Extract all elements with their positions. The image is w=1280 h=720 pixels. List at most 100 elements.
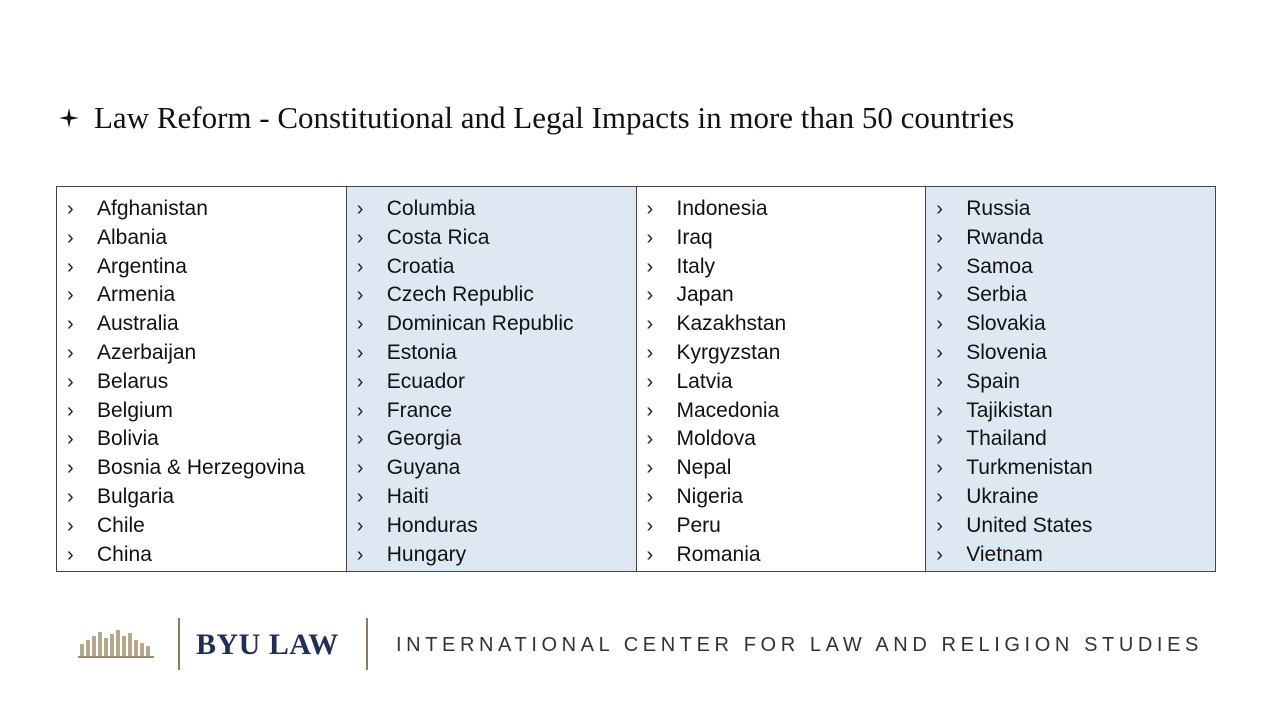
list-item: › Latvia [647, 368, 926, 397]
slide-title-text: Law Reform - Constitutional and Legal Im… [94, 100, 1015, 135]
country-name: Belarus [97, 369, 169, 393]
country-name: Ecuador [386, 369, 465, 393]
byu-law-logo: BYU LAW [196, 628, 339, 661]
list-item: › Guyana [357, 454, 636, 483]
center-name: INTERNATIONAL CENTER FOR LAW AND RELIGIO… [396, 634, 1203, 656]
country-table: › Afghanistan › Albania › Argentina › Armenia › A… [56, 186, 1216, 572]
chevron-right-icon: › [67, 198, 74, 220]
country-name: France [386, 398, 453, 422]
country-name: Slovakia [966, 312, 1046, 336]
list-item: › Italy [647, 253, 926, 282]
country-name: Bolivia [97, 427, 159, 451]
country-name: Macedonia [676, 398, 780, 422]
list-item: › Tajikistan [936, 397, 1215, 426]
country-name: Turkmenistan [966, 456, 1093, 480]
country-name: Indonesia [676, 197, 768, 220]
list-item: › Nepal [647, 454, 926, 483]
chevron-right-icon: › [67, 543, 74, 566]
chevron-right-icon: › [356, 370, 364, 393]
country-name: Romania [676, 542, 761, 566]
list-item: › Honduras [357, 512, 636, 541]
chevron-right-icon: › [67, 399, 74, 422]
country-name: Armenia [97, 283, 176, 307]
list-item: › Samoa [936, 253, 1215, 282]
footer-divider [366, 618, 368, 670]
country-column: › Afghanistan › Albania › Argentina › Armenia › A… [57, 187, 347, 571]
country-column: › Columbia › Costa Rica › Croatia › Czech Repub… [346, 187, 637, 571]
chevron-right-icon: › [936, 226, 943, 249]
chevron-right-icon: › [356, 485, 364, 508]
country-list: › Russia › Rwanda › Samoa › Serbia › Slovakia › Slo… [936, 195, 1215, 569]
country-name: Nepal [676, 456, 732, 480]
country-list: › Afghanistan › Albania › Argentina › Armenia › A… [67, 195, 346, 569]
country-name: Costa Rica [386, 225, 490, 249]
country-name: Nigeria [676, 484, 744, 508]
country-name: Azerbaijan [97, 340, 197, 364]
chevron-right-icon: › [356, 198, 364, 220]
list-item: › Moldova [647, 425, 926, 454]
chevron-right-icon: › [646, 399, 654, 422]
country-name: Thailand [966, 427, 1047, 451]
list-item: › Afghanistan [67, 195, 346, 224]
chevron-right-icon: › [646, 198, 654, 220]
country-list: › Indonesia › Iraq › Italy › Japan › Kazakhstan › K… [647, 195, 926, 569]
chevron-right-icon: › [356, 457, 364, 480]
list-item: › Ecuador [357, 368, 636, 397]
list-item: › Azerbaijan [67, 339, 346, 368]
chevron-right-icon: › [646, 428, 654, 451]
list-item: › Argentina [67, 253, 346, 282]
list-item: › Peru [647, 512, 926, 541]
list-item: › Australia [67, 310, 346, 339]
list-item: › Vietnam [936, 541, 1215, 570]
list-item: › Armenia [67, 281, 346, 310]
chevron-right-icon: › [67, 255, 74, 278]
country-name: Croatia [386, 254, 455, 278]
list-item: › Czech Republic [357, 281, 636, 310]
list-item: › Serbia [936, 281, 1215, 310]
chevron-right-icon: › [67, 485, 74, 508]
list-item: › Bulgaria [67, 483, 346, 512]
chevron-right-icon: › [936, 341, 943, 364]
country-name: Haiti [386, 484, 429, 508]
list-item: › Columbia [357, 195, 636, 224]
country-name: Slovenia [966, 340, 1047, 364]
list-item: › Chile [67, 512, 346, 541]
chevron-right-icon: › [936, 428, 943, 451]
country-name: Honduras [386, 513, 478, 537]
chevron-right-icon: › [936, 255, 943, 278]
chevron-right-icon: › [67, 428, 74, 451]
country-name: Spain [966, 369, 1020, 393]
country-name: Australia [97, 312, 179, 336]
list-item: › Kyrgyzstan [647, 339, 926, 368]
chevron-right-icon: › [936, 370, 943, 393]
chevron-right-icon: › [936, 284, 943, 307]
chevron-right-icon: › [356, 313, 364, 336]
footer: BYU LAW INTERNATIONAL CENTER FOR LAW AND… [0, 612, 1280, 676]
four-point-star-icon [59, 108, 79, 128]
chevron-right-icon: › [356, 399, 364, 422]
chevron-right-icon: › [356, 341, 364, 364]
chevron-right-icon: › [646, 313, 654, 336]
list-item: › Macedonia [647, 397, 926, 426]
country-name: Peru [676, 513, 721, 537]
country-name: Rwanda [966, 225, 1044, 249]
list-item: › Romania [647, 541, 926, 570]
chevron-right-icon: › [356, 255, 364, 278]
chevron-right-icon: › [356, 428, 364, 451]
chevron-right-icon: › [356, 514, 364, 537]
chevron-right-icon: › [936, 457, 943, 480]
country-name: Chile [97, 513, 145, 537]
chevron-right-icon: › [646, 543, 654, 566]
chevron-right-icon: › [67, 370, 74, 393]
chevron-right-icon: › [356, 543, 364, 566]
list-item: › Spain [936, 368, 1215, 397]
chevron-right-icon: › [646, 226, 654, 249]
chevron-right-icon: › [936, 399, 943, 422]
list-item: › Bolivia [67, 425, 346, 454]
list-item: › Indonesia [647, 195, 926, 224]
country-name: Argentina [97, 254, 187, 278]
list-item: › Iraq [647, 224, 926, 253]
country-name: Latvia [676, 369, 733, 393]
list-item: › Albania [67, 224, 346, 253]
books-icon [78, 630, 154, 658]
